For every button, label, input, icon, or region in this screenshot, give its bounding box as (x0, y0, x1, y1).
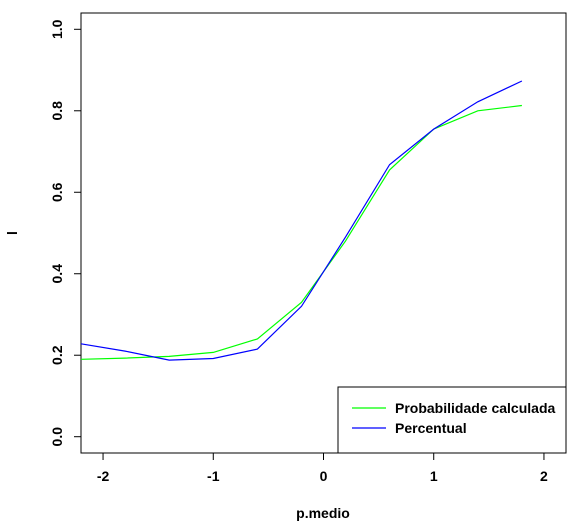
x-axis-label: p.medio (296, 505, 350, 521)
x-tick-label: 2 (540, 468, 548, 484)
legend: Probabilidade calculada Percentual (337, 386, 567, 454)
x-tick-label: -2 (97, 468, 110, 484)
series-layer (80, 80, 523, 361)
x-tick-label: -1 (207, 468, 220, 484)
x-tick-label: 1 (430, 468, 438, 484)
y-tick-label: 0.4 (49, 264, 65, 284)
y-tick-label: 0.0 (49, 427, 65, 447)
y-tick-label: 1.0 (49, 19, 65, 39)
legend-box (337, 386, 567, 454)
x-axis: -2 -1 0 1 2 (97, 453, 548, 484)
x-tick-label: 0 (320, 468, 328, 484)
series-line-probabilidade-calculada (80, 104, 522, 360)
y-axis: 0.0 0.2 0.4 0.6 0.8 1.0 (49, 19, 81, 446)
series-line-percentual (80, 80, 523, 361)
legend-label-percentual: Percentual (395, 420, 467, 436)
y-tick-label: 0.6 (49, 182, 65, 202)
legend-label-probabilidade-calculada: Probabilidade calculada (395, 400, 555, 416)
y-tick-label: 0.2 (49, 345, 65, 365)
y-axis-label: l (4, 231, 20, 235)
y-tick-label: 0.8 (49, 101, 65, 121)
